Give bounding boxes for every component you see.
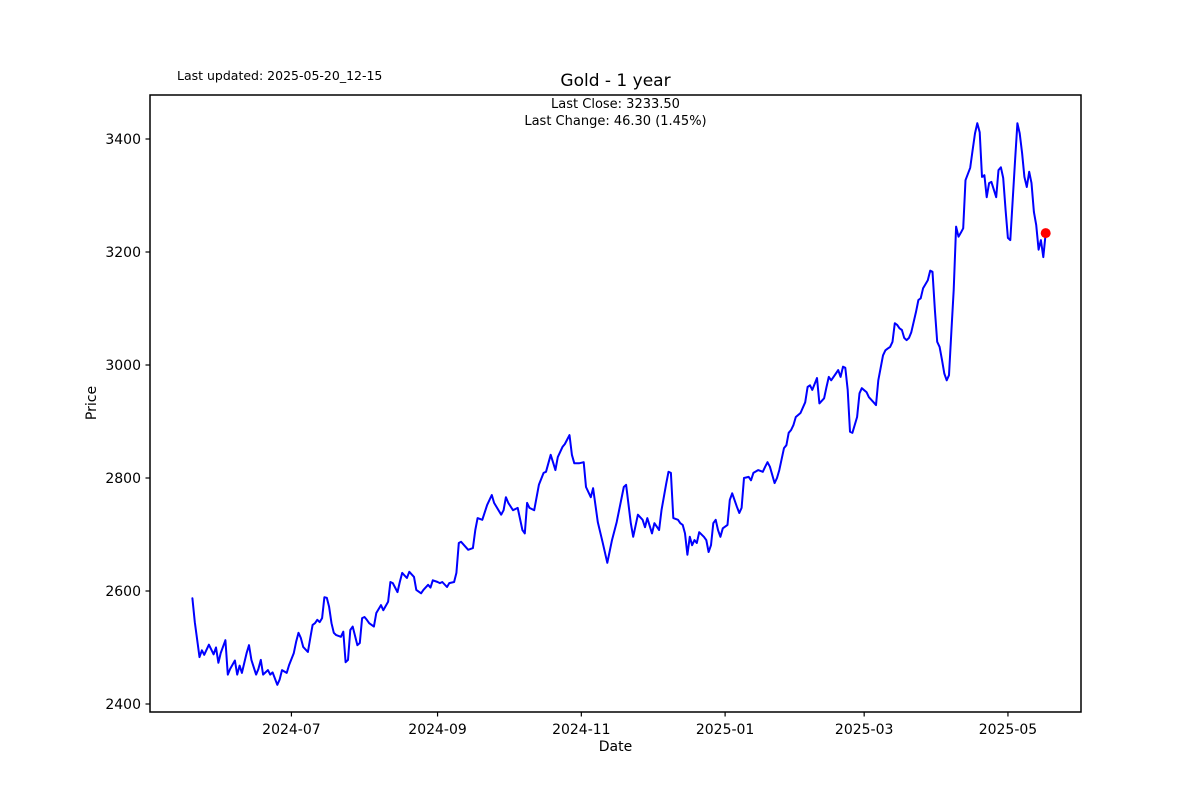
axes-frame <box>149 94 1082 713</box>
x-tick-label: 2025-03 <box>835 722 894 738</box>
series-layer <box>191 122 1051 686</box>
x-tick-label: 2024-11 <box>552 722 611 738</box>
ticks-layer: 2024-07 2024-09 2024-11 2025-01 2025-03 2025-… <box>105 132 1037 738</box>
x-tick-label: 2024-09 <box>408 722 467 738</box>
y-tick-label: 3400 <box>105 132 141 148</box>
x-tick-label: 2025-01 <box>696 722 755 738</box>
x-tick-label: 2025-05 <box>979 722 1038 738</box>
last-updated-text: Last updated: 2025-05-20_12-15 <box>177 68 383 83</box>
last-close-marker <box>1040 228 1051 239</box>
y-tick-label: 2800 <box>105 471 141 487</box>
y-tick-label: 3200 <box>105 245 141 261</box>
price-line <box>191 122 1047 686</box>
last-change-line: Last Change: 46.30 (1.45%) <box>524 114 707 129</box>
y-tick-label: 3000 <box>105 358 141 374</box>
x-axis-label: Date <box>598 739 633 755</box>
y-tick-label: 2400 <box>105 697 141 713</box>
last-close-line: Last Close: 3233.50 <box>551 97 680 112</box>
y-tick-label: 2600 <box>105 584 141 600</box>
chart-title: Gold - 1 year <box>560 71 671 91</box>
x-tick-label: 2024-07 <box>262 722 321 738</box>
last-close-annotation: Last Close: 3233.50 Last Change: 46.30 (… <box>150 96 1081 130</box>
